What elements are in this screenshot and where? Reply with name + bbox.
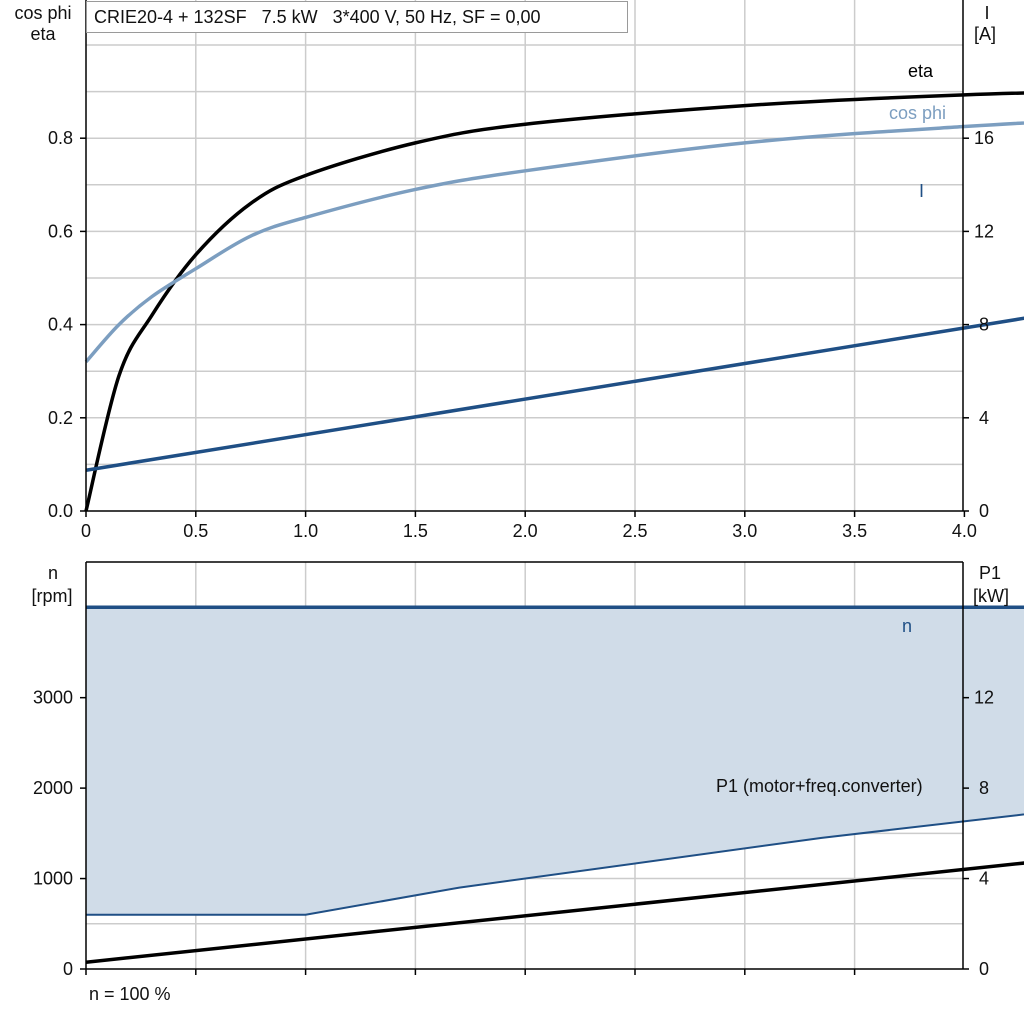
chart-labels: cos phi eta I [A] n [rpm] P1 [kW] eta co…	[14, 3, 1009, 796]
top-right-tick-label: 16	[974, 128, 994, 148]
top-x-tick-label: 2.0	[513, 521, 538, 541]
top-x-tick-label: 3.0	[732, 521, 757, 541]
cos-phi-curve	[84, 121, 1024, 364]
bottom-left-tick-label: 1000	[33, 869, 73, 889]
top-left-tick-label: 0.0	[48, 501, 73, 521]
bottom-left-tick-label: 2000	[33, 778, 73, 798]
series-label-current: I	[919, 181, 924, 201]
top-left-axis-label-1: cos phi	[14, 3, 71, 23]
bottom-right-axis-label-2: [kW]	[973, 586, 1009, 606]
top-chart-series	[84, 91, 1024, 512]
chart-title: CRIE20-4 + 132SF 7.5 kW 3*400 V, 50 Hz, …	[86, 1, 628, 33]
top-right-axis-label-1: I	[984, 3, 989, 23]
bottom-left-tick-label: 0	[63, 959, 73, 979]
bottom-right-tick-label: 0	[979, 959, 989, 979]
bottom-right-tick-label: 8	[979, 778, 989, 798]
top-right-tick-label: 8	[979, 315, 989, 335]
current-line	[85, 316, 1024, 472]
top-right-tick-label: 12	[974, 221, 994, 241]
top-x-tick-label: 0.5	[183, 521, 208, 541]
top-x-tick-label: 1.0	[293, 521, 318, 541]
bottom-left-tick-label: 3000	[33, 688, 73, 708]
chart-axes: 00.51.01.52.02.53.03.54.04.55.05.56.06.5…	[33, 0, 994, 979]
bottom-right-tick-label: 12	[974, 688, 994, 708]
top-x-tick-label: 0	[81, 521, 91, 541]
top-left-tick-label: 0.4	[48, 315, 73, 335]
top-right-tick-label: 0	[979, 501, 989, 521]
speed-range-fill	[86, 607, 1024, 915]
series-label-speed: n	[902, 616, 912, 636]
top-chart-grid	[86, 0, 963, 511]
top-x-tick-label: 4.0	[952, 521, 977, 541]
top-left-tick-label: 0.8	[48, 128, 73, 148]
top-x-tick-label: 2.5	[622, 521, 647, 541]
series-label-eta: eta	[908, 61, 934, 81]
bottom-left-axis-label-1: n	[48, 563, 58, 583]
bottom-right-tick-label: 4	[979, 869, 989, 889]
top-left-tick-label: 0.6	[48, 221, 73, 241]
series-label-p1: P1 (motor+freq.converter)	[716, 776, 923, 796]
speed-footnote: n = 100 %	[89, 984, 171, 1004]
top-x-tick-label: 3.5	[842, 521, 867, 541]
top-left-tick-label: 0.2	[48, 408, 73, 428]
top-right-tick-label: 4	[979, 408, 989, 428]
top-x-tick-label: 1.5	[403, 521, 428, 541]
top-right-axis-label-2: [A]	[974, 24, 996, 44]
eta-curve	[84, 91, 1024, 512]
speed-min-line	[86, 813, 1024, 916]
bottom-left-axis-label-2: [rpm]	[31, 586, 72, 606]
bottom-right-axis-label-1: P1	[979, 563, 1001, 583]
speed-range-area	[86, 605, 1024, 916]
bottom-chart-series	[85, 861, 1024, 964]
series-label-cos-phi: cos phi	[889, 103, 946, 123]
top-left-axis-label-2: eta	[30, 24, 56, 44]
p1-line	[85, 861, 1024, 964]
